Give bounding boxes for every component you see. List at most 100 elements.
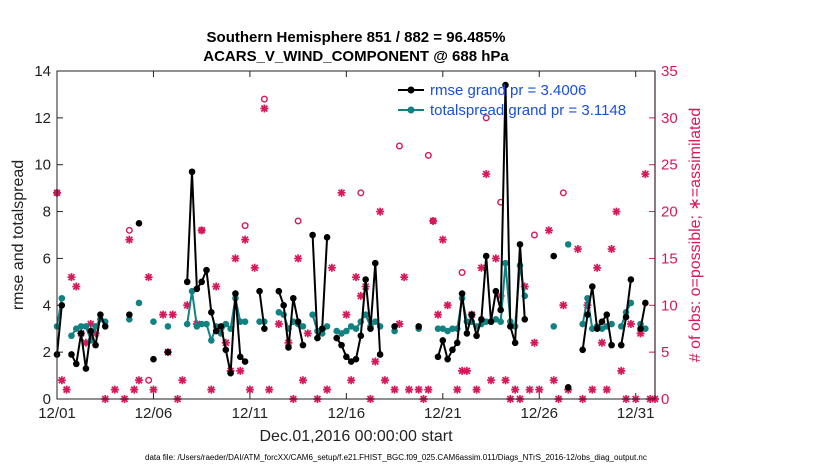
rmse-point xyxy=(58,301,66,309)
rmse-line xyxy=(56,305,63,355)
y-left-tick-label: 14 xyxy=(34,63,51,80)
obs-possible-marker xyxy=(241,222,249,230)
obs-assimilated-marker xyxy=(265,385,274,394)
obs-possible-marker xyxy=(395,142,403,150)
totalspread-point xyxy=(550,323,558,330)
obs-assimilated-marker xyxy=(482,170,491,179)
rmse-line xyxy=(311,234,329,342)
obs-possible-marker xyxy=(458,268,466,276)
rmse-point xyxy=(87,327,95,335)
obs-assimilated-marker xyxy=(636,329,645,338)
rmse-point xyxy=(227,369,234,377)
rmse-point xyxy=(236,353,244,361)
rmse-point xyxy=(564,383,572,391)
rmse-point xyxy=(299,341,307,349)
rmse-point xyxy=(77,330,85,337)
obs-assimilated-marker xyxy=(72,282,81,291)
obs-assimilated-marker xyxy=(472,385,481,394)
rmse-point xyxy=(434,353,442,361)
rmse-point xyxy=(217,323,225,330)
rmse-point xyxy=(285,344,292,351)
chart-subtitle: ACARS_V_WIND_COMPONENT @ 688 hPa xyxy=(203,48,509,65)
y-right-tick-label: 30 xyxy=(661,110,678,127)
obs-assimilated-marker xyxy=(134,376,143,385)
obs-possible-marker xyxy=(357,189,365,197)
rmse-point xyxy=(637,325,644,333)
obs-assimilated-marker xyxy=(62,385,71,394)
obs-assimilated-marker xyxy=(414,385,423,394)
y-right-tick-label: 0 xyxy=(661,391,669,408)
obs-assimilated-marker xyxy=(477,263,486,272)
rmse-point xyxy=(198,278,205,286)
y-axis-right-label: # of obs: o=possible; ∗=assimilated xyxy=(687,108,704,362)
totalspread-point xyxy=(362,311,369,318)
rmse-point xyxy=(188,168,196,176)
y-right-tick-label: 5 xyxy=(661,344,669,361)
obs-assimilated-marker xyxy=(231,254,240,263)
totalspread-point xyxy=(164,323,172,330)
x-tick-label: 12/21 xyxy=(424,405,462,422)
totalspread-point xyxy=(434,325,442,333)
obs-assimilated-marker xyxy=(429,216,438,225)
totalspread-point xyxy=(642,325,649,333)
rmse-point xyxy=(183,278,191,286)
rmse-point xyxy=(309,231,316,239)
x-tick-label: 12/31 xyxy=(617,405,655,422)
obs-possible-marker xyxy=(125,226,133,234)
totalspread-point xyxy=(82,323,90,330)
obs-assimilated-marker xyxy=(443,301,452,310)
chart-title: Southern Hemisphere 851 / 882 = 96.485% xyxy=(207,29,506,46)
obs-possible-marker xyxy=(294,217,302,225)
rmse-point xyxy=(150,355,157,363)
totalspread-point xyxy=(617,323,625,330)
rmse-point xyxy=(232,290,239,297)
rmse-point xyxy=(333,334,341,342)
obs-possible-marker xyxy=(260,95,268,103)
x-tick-label: 12/01 xyxy=(38,405,76,422)
obs-assimilated-marker xyxy=(197,226,206,235)
rmse-point xyxy=(449,346,456,354)
obs-assimilated-marker xyxy=(130,385,139,394)
y-right-tick-label: 35 xyxy=(661,63,678,80)
totalspread-point xyxy=(68,332,75,340)
rmse-point xyxy=(164,348,172,356)
obs-assimilated-marker xyxy=(520,282,529,291)
rmse-point xyxy=(367,325,374,333)
obs-assimilated-marker xyxy=(573,245,582,254)
legend-spread-marker xyxy=(407,106,415,114)
obs-assimilated-marker xyxy=(380,376,389,385)
y-right-tick-label: 10 xyxy=(661,297,678,314)
rmse-point xyxy=(439,337,447,344)
obs-assimilated-marker xyxy=(641,170,650,179)
rmse-point xyxy=(617,341,625,349)
y-axis-left-label: rmse and totalspread xyxy=(10,160,27,310)
x-tick-label: 12/16 xyxy=(328,405,366,422)
totalspread-point xyxy=(371,318,379,325)
obs-assimilated-marker xyxy=(294,254,303,263)
plot-area xyxy=(57,71,655,399)
obs-assimilated-marker xyxy=(207,385,216,394)
totalspread-point xyxy=(627,299,635,307)
rmse-point xyxy=(101,323,109,330)
obs-assimilated-marker xyxy=(501,376,510,385)
obs-assimilated-marker xyxy=(298,376,307,385)
rmse-point xyxy=(468,311,476,318)
totalspread-point xyxy=(203,320,210,328)
rmse-point xyxy=(92,341,99,349)
x-axis-ticks: 12/01 12/06 12/11 12/16 12/21 12/26 12/31 xyxy=(38,71,654,422)
obs-possible-marker xyxy=(559,189,567,197)
rmse-line xyxy=(70,311,107,369)
x-tick-label: 12/11 xyxy=(232,405,268,422)
rmse-point xyxy=(593,325,601,333)
obs-assimilated-marker xyxy=(245,385,254,394)
totalspread-point xyxy=(241,318,249,325)
obs-assimilated-marker xyxy=(356,291,365,300)
y-right-tick-label: 15 xyxy=(661,250,678,267)
rmse-point xyxy=(550,252,558,260)
rmse-point xyxy=(290,294,297,302)
obs-assimilated-marker xyxy=(178,376,187,385)
y-left-tick-label: 6 xyxy=(43,250,51,267)
obs-assimilated-marker xyxy=(617,366,626,375)
rmse-line xyxy=(639,302,647,329)
obs-assimilated-marker xyxy=(303,329,312,338)
